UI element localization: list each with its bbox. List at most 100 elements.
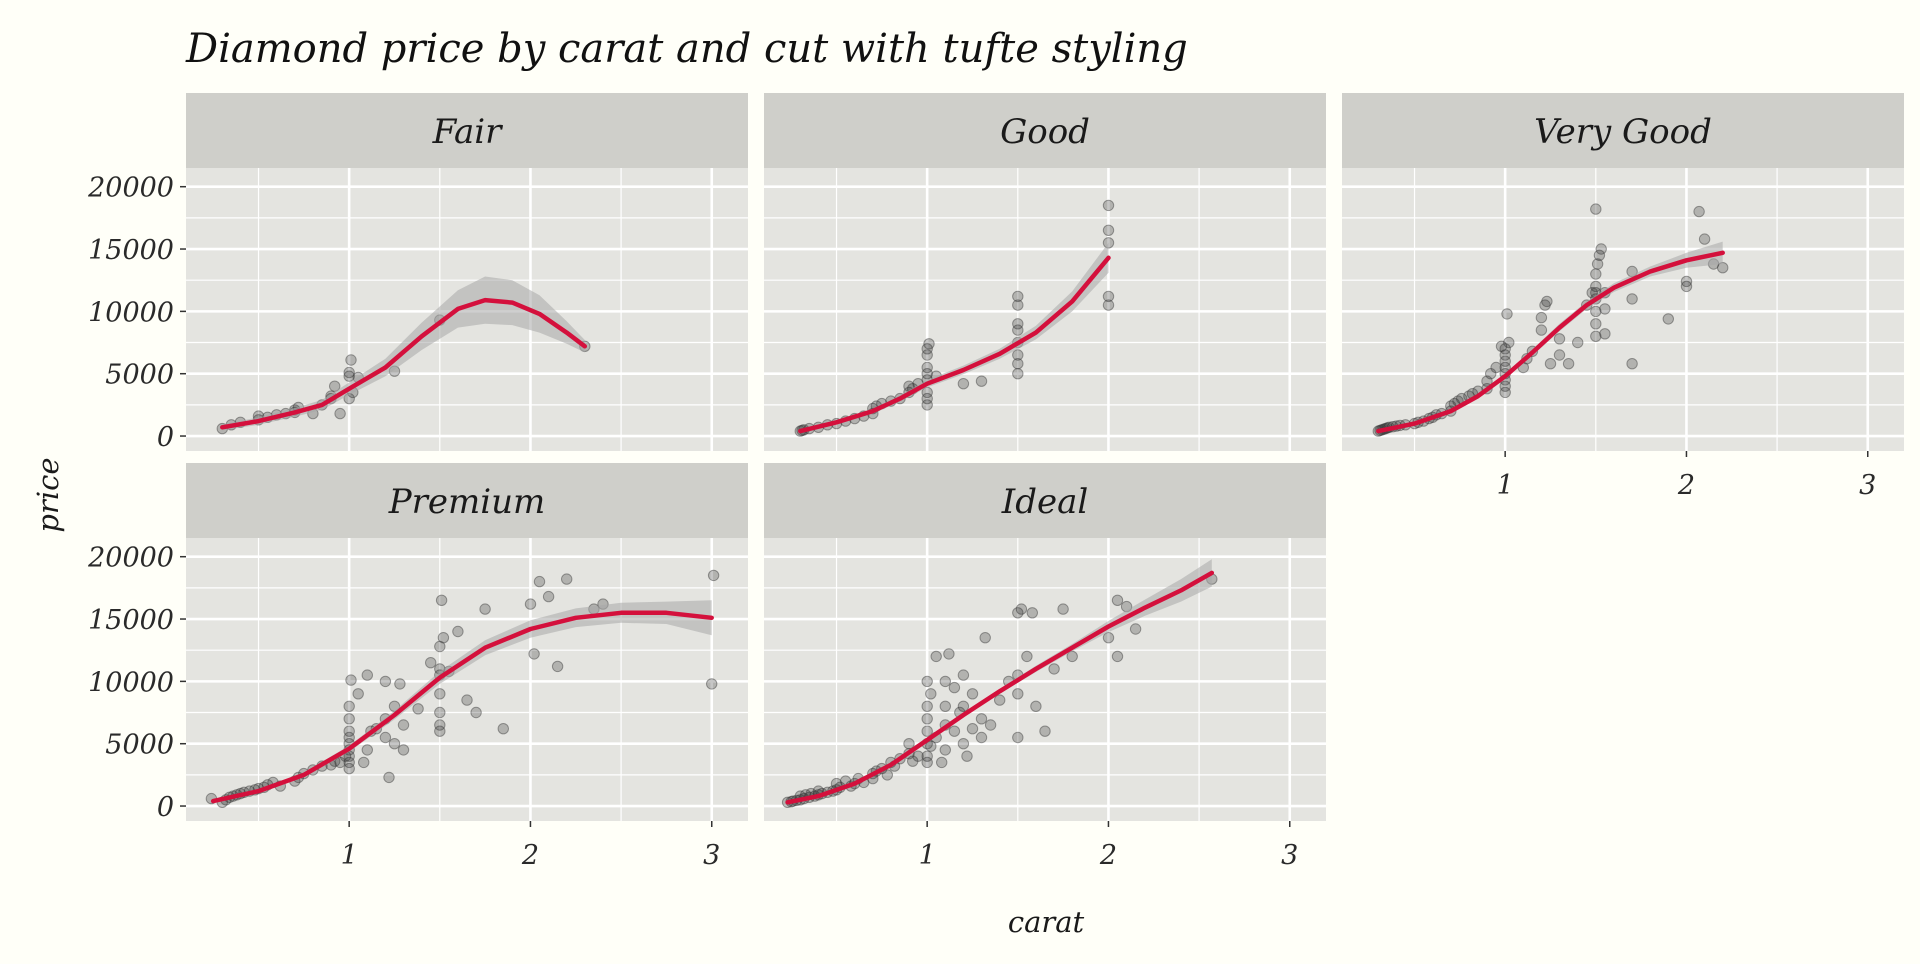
data-point: [528, 648, 540, 660]
data-point: [452, 625, 464, 638]
x-tick-label: 1: [1497, 470, 1514, 501]
data-point: [1599, 328, 1611, 340]
data-point: [542, 590, 555, 603]
panel-bg-ideal: [764, 538, 1326, 821]
data-point: [1593, 249, 1606, 262]
data-point: [1599, 303, 1611, 315]
data-point: [1590, 268, 1602, 280]
panel-ideal: Ideal 1 2 3: [764, 463, 1326, 871]
smooth-line-premium: [210, 610, 714, 804]
data-point: [533, 575, 546, 588]
x-tick-label: 2: [1099, 840, 1117, 871]
data-point: [434, 706, 446, 719]
y-axis-title: price: [31, 457, 65, 532]
data-point: [1591, 258, 1604, 270]
data-point: [1662, 313, 1675, 325]
data-point: [948, 725, 961, 737]
strip-label-very-good: Very Good: [1534, 112, 1712, 152]
data-point: [345, 354, 357, 366]
data-point: [379, 675, 392, 688]
data-point: [1012, 324, 1024, 336]
data-point: [1102, 632, 1115, 644]
strip-ideal: [764, 463, 1326, 538]
x-tick-label: 3: [703, 840, 720, 871]
data-point: [975, 713, 988, 725]
panel-premium: Premium 0 5000 10000 15000 20000 1 2 3: [87, 463, 748, 871]
data-point: [1039, 725, 1051, 737]
data-point: [361, 669, 373, 681]
data-point: [707, 569, 720, 582]
x-tick-label: 2: [1677, 470, 1695, 501]
data-point: [1539, 299, 1551, 311]
data-point: [397, 744, 410, 756]
data-point: [1111, 594, 1124, 606]
data-point: [1544, 358, 1557, 370]
data-point: [975, 731, 988, 744]
data-point: [936, 756, 948, 769]
y-tick-label: 15000: [88, 605, 174, 636]
data-point: [943, 648, 955, 660]
strip-premium: [186, 463, 748, 538]
data-point: [1111, 650, 1124, 663]
data-point: [343, 725, 355, 737]
data-point: [903, 738, 915, 750]
data-point: [1012, 318, 1024, 330]
y-tick-label: 5000: [105, 360, 174, 391]
y-tick-label: 10000: [88, 297, 174, 328]
data-point: [343, 366, 355, 379]
data-point: [1626, 293, 1638, 305]
data-point: [524, 598, 537, 610]
y-tick-label: 20000: [87, 173, 174, 204]
data-point: [939, 675, 951, 688]
strip-very-good: [1342, 93, 1904, 168]
data-point: [966, 723, 979, 735]
data-point: [957, 700, 970, 712]
strip-label-good: Good: [1000, 112, 1090, 152]
data-point: [358, 756, 370, 769]
data-point: [1499, 386, 1511, 399]
data-point: [1626, 358, 1638, 370]
panel-bg-very-good: [1342, 168, 1904, 451]
data-point: [1698, 233, 1711, 245]
data-point: [975, 375, 988, 387]
data-point: [1102, 224, 1115, 237]
data-point: [329, 380, 341, 392]
data-point: [394, 678, 406, 690]
data-point: [1021, 650, 1033, 663]
data-point: [957, 669, 970, 681]
data-point: [706, 678, 718, 690]
data-point: [343, 713, 355, 725]
data-point: [1572, 336, 1584, 349]
data-point: [961, 750, 973, 762]
data-point: [343, 762, 355, 775]
data-point: [1485, 368, 1497, 380]
data-point: [1012, 731, 1024, 744]
data-point: [1102, 299, 1115, 311]
data-point: [383, 771, 395, 784]
data-point: [925, 688, 937, 700]
data-point: [912, 750, 924, 762]
data-point: [425, 657, 437, 669]
data-point: [1590, 305, 1602, 318]
data-point: [979, 632, 991, 644]
x-tick-label: 1: [341, 840, 358, 871]
data-point: [930, 650, 942, 663]
data-point: [1501, 308, 1513, 320]
x-tick-label: 2: [521, 840, 539, 871]
data-point: [1499, 361, 1511, 374]
x-tick-label: 3: [1859, 470, 1876, 501]
x-tick-label: 3: [1281, 840, 1298, 871]
data-point: [479, 603, 491, 615]
data-point: [388, 738, 401, 750]
data-point: [1590, 203, 1602, 215]
panel-bg-premium: [186, 538, 748, 821]
data-point: [921, 392, 933, 405]
smooth-line-ideal: [785, 570, 1215, 805]
y-tick-label: 0: [157, 422, 174, 453]
data-point: [1048, 663, 1060, 675]
data-point: [1102, 199, 1115, 212]
data-point: [921, 700, 933, 712]
data-point: [1495, 340, 1508, 352]
strip-label-ideal: Ideal: [1001, 482, 1088, 522]
